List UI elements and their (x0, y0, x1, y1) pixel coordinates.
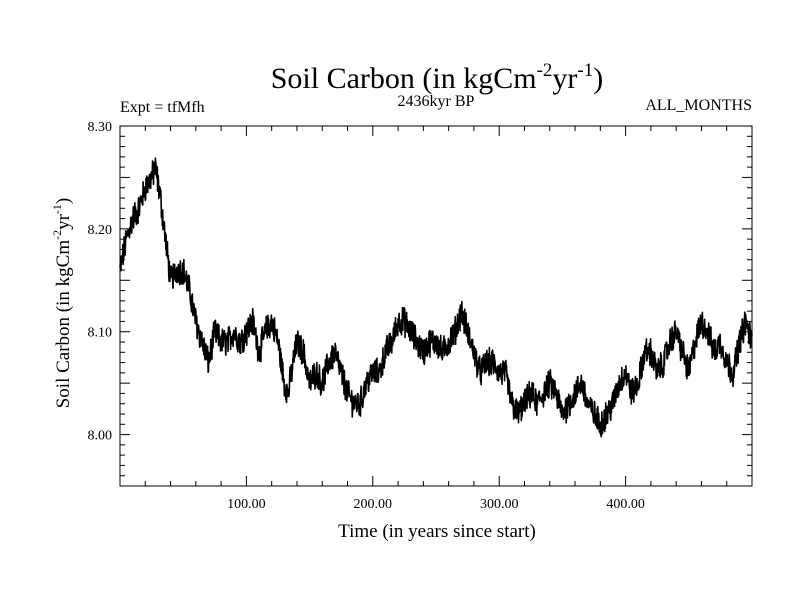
series-group (119, 157, 753, 438)
period-label: 2436kyr BP (398, 93, 475, 110)
y-tick-label: 8.20 (88, 223, 113, 238)
ylabel-base: Soil Carbon (in kgCm (53, 240, 74, 409)
ylabel-sup2: -1 (50, 204, 64, 214)
ylabel-mid: yr (53, 213, 74, 230)
x-axis-label: Time (in years since start) (338, 521, 536, 542)
ylabel-end: ) (53, 198, 74, 204)
x-tick-label: 100.00 (227, 497, 266, 512)
x-tick-label: 300.00 (480, 497, 519, 512)
months-label: ALL_MONTHS (645, 97, 752, 114)
y-tick-label: 8.30 (88, 120, 113, 135)
ylabel-sup1: -2 (50, 230, 64, 240)
title-end: ) (593, 62, 603, 95)
chart-title: Soil Carbon (in kgCm-2yr-1) (271, 60, 604, 95)
soil-carbon-series-line (119, 157, 753, 438)
title-mid: yr (552, 62, 577, 95)
y-axis-label: Soil Carbon (in kgCm-2yr-1) (50, 198, 74, 409)
x-tick-label: 400.00 (606, 497, 645, 512)
x-tick-label: 200.00 (354, 497, 393, 512)
experiment-label: Expt = tfMfh (120, 99, 205, 116)
plot-frame (119, 125, 753, 487)
title-sup2: -1 (577, 60, 593, 81)
axis-tick-labels: 100.00 200.00 300.00 400.00 8.00 8.10 8.20 8.30 (88, 120, 645, 512)
title-base: Soil Carbon (in kgCm (271, 62, 537, 95)
y-tick-label: 8.00 (88, 429, 113, 444)
axis-ticks (120, 126, 752, 486)
y-tick-label: 8.10 (88, 326, 113, 341)
title-sup1: -2 (537, 60, 553, 81)
